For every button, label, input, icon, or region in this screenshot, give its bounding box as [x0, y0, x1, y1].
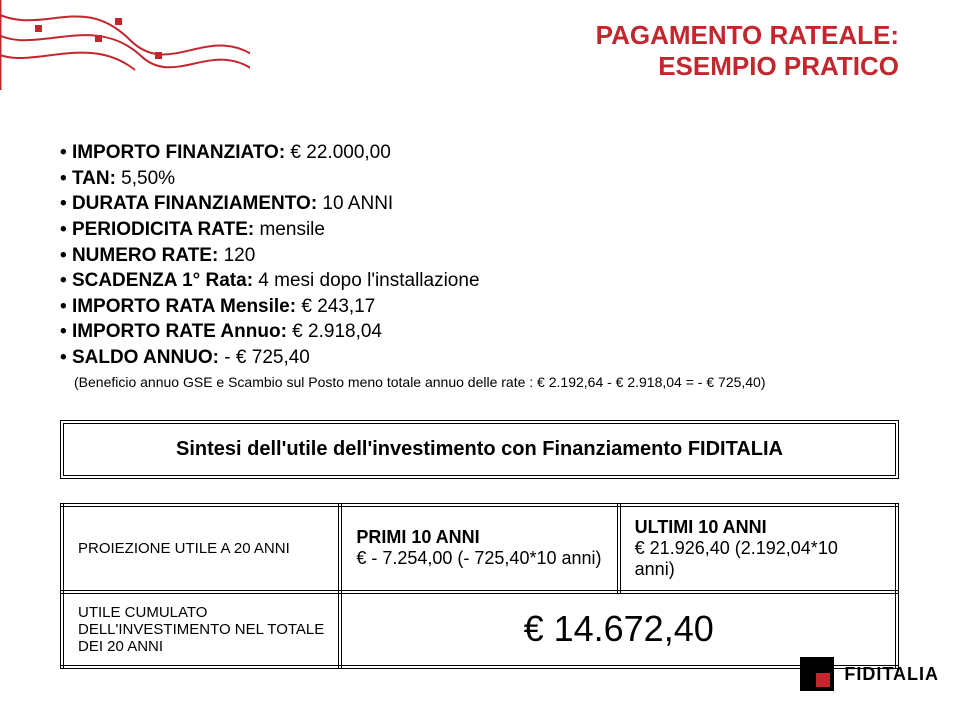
bullet-saldo-sub: (Beneficio annuo GSE e Scambio sul Posto…: [74, 373, 899, 392]
bullet-importo-finanziato: IMPORTO FINANZIATO: € 22.000,00: [60, 140, 899, 166]
bullet-rata-mensile: IMPORTO RATA Mensile: € 243,17: [60, 294, 899, 320]
col1-head: PRIMI 10 ANNI: [356, 527, 602, 548]
page-title: PAGAMENTO RATEALE: ESEMPIO PRATICO: [596, 20, 899, 82]
table-row-projection: PROIEZIONE UTILE A 20 ANNI PRIMI 10 ANNI…: [62, 505, 897, 592]
title-line1: PAGAMENTO RATEALE:: [596, 20, 899, 51]
brand-text: FIDITALIA: [844, 664, 939, 685]
row2-value: € 14.672,40: [340, 592, 897, 667]
content-area: IMPORTO FINANZIATO: € 22.000,00 TAN: 5,5…: [60, 140, 899, 669]
cell-ultimi-10: ULTIMI 10 ANNI € 21.926,40 (2.192,04*10 …: [619, 505, 897, 592]
cell-primi-10: PRIMI 10 ANNI € - 7.254,00 (- 725,40*10 …: [340, 505, 618, 592]
bullet-durata: DURATA FINANZIAMENTO: 10 ANNI: [60, 191, 899, 217]
header-decoration: [0, 0, 250, 100]
row1-label: PROIEZIONE UTILE A 20 ANNI: [62, 505, 340, 592]
col2-head: ULTIMI 10 ANNI: [635, 517, 881, 538]
projection-table: PROIEZIONE UTILE A 20 ANNI PRIMI 10 ANNI…: [60, 503, 899, 669]
table-row-cumulato: UTILE CUMULATO DELL'INVESTIMENTO NEL TOT…: [62, 592, 897, 667]
bullet-scadenza: SCADENZA 1° Rata: 4 mesi dopo l'installa…: [60, 268, 899, 294]
bullet-list: IMPORTO FINANZIATO: € 22.000,00 TAN: 5,5…: [60, 140, 899, 392]
bullet-saldo-annuo: SALDO ANNUO: - € 725,40 (Beneficio annuo…: [60, 345, 899, 392]
title-line2: ESEMPIO PRATICO: [596, 51, 899, 82]
logo-icon: [800, 657, 834, 691]
bullet-rate-annuo: IMPORTO RATE Annuo: € 2.918,04: [60, 319, 899, 345]
bullet-tan: TAN: 5,50%: [60, 166, 899, 192]
bullet-numero-rate: NUMERO RATE: 120: [60, 243, 899, 269]
row2-label: UTILE CUMULATO DELL'INVESTIMENTO NEL TOT…: [62, 592, 340, 667]
synthesis-box: Sintesi dell'utile dell'investimento con…: [60, 420, 899, 479]
footer-brand: FIDITALIA: [800, 657, 939, 691]
bullet-periodicita: PERIODICITA RATE: mensile: [60, 217, 899, 243]
